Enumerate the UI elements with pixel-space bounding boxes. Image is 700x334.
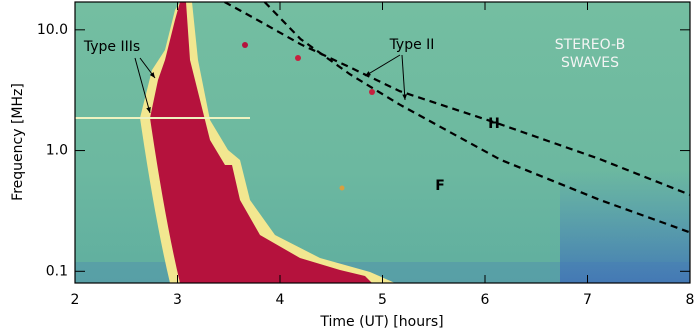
spectrogram <box>75 2 690 283</box>
x-axis-label: Time (UT) [hours] <box>319 314 443 330</box>
annotation-arrow <box>401 54 406 101</box>
annotation: Type II <box>389 37 435 53</box>
y-tick-label: 10.0 <box>37 22 68 38</box>
x-tick-label: 6 <box>481 292 490 308</box>
y-axis-label: Frequency [MHz] <box>10 83 26 201</box>
curve-label: H <box>488 116 500 132</box>
arrow-head <box>149 72 155 78</box>
annotation: STEREO-B <box>555 37 625 53</box>
annotation: Type IIIs <box>83 39 140 55</box>
curve-label: F <box>435 178 445 194</box>
annotation-arrow <box>364 54 401 77</box>
arrow-head <box>146 107 151 113</box>
x-tick-label: 8 <box>686 292 695 308</box>
annotation: SWAVES <box>561 55 619 71</box>
dashed-curve <box>263 2 690 234</box>
arrow-head <box>402 94 407 100</box>
x-tick-label: 3 <box>173 292 182 308</box>
arrow-head <box>365 71 371 76</box>
x-tick-label: 7 <box>583 292 592 308</box>
annotation-arrow <box>134 57 151 114</box>
y-tick-label: 1.0 <box>46 143 68 159</box>
y-tick-label: 0.1 <box>46 263 68 279</box>
x-tick-label: 2 <box>71 292 80 308</box>
x-tick-label: 4 <box>276 292 285 308</box>
x-tick-label: 5 <box>378 292 387 308</box>
dashed-curve <box>224 2 690 196</box>
